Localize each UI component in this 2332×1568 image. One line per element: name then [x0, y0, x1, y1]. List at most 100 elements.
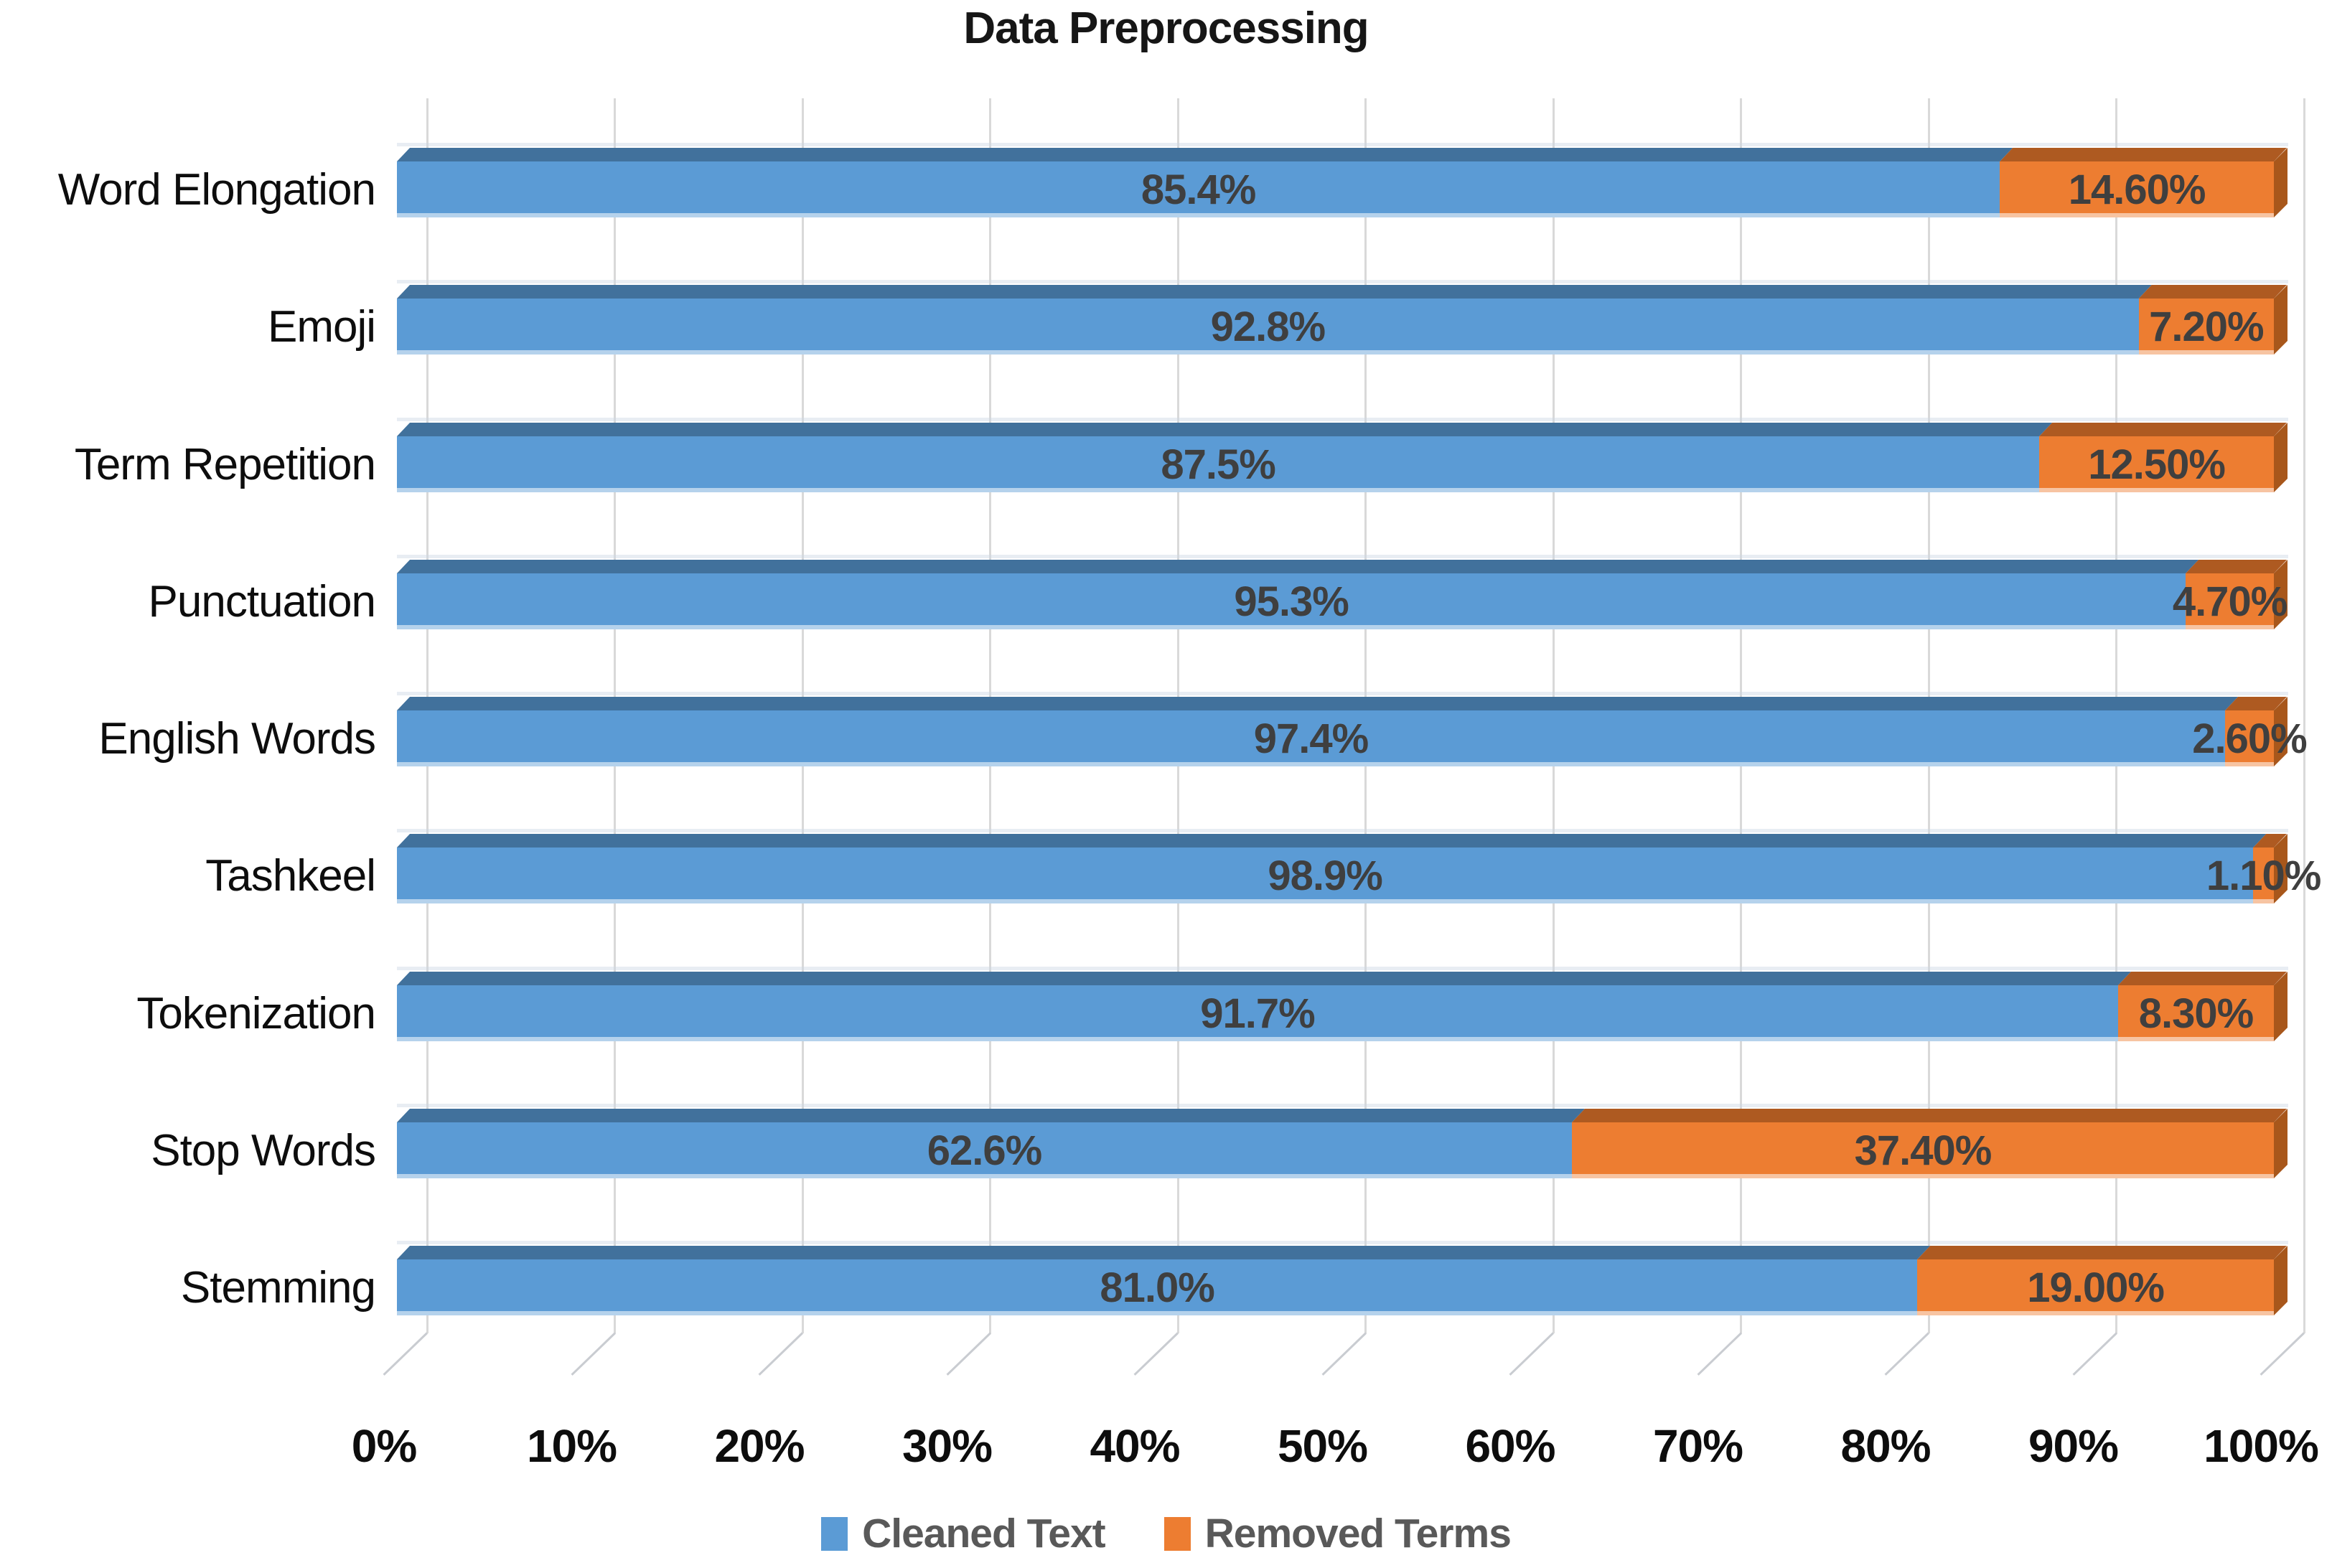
bar-value-label: 7.20% — [2149, 303, 2264, 350]
legend-item-cleaned-text: Cleaned Text — [821, 1510, 1106, 1557]
bar-top-bevel — [397, 423, 2052, 436]
axis-tick-line — [2260, 1332, 2305, 1376]
bar-top-bevel — [397, 285, 2152, 299]
bar-row: 95.3% 4.70% — [397, 573, 2287, 629]
axis-tick-line — [1509, 1332, 1555, 1376]
bar-segment-removed-terms: 4.70% — [2172, 573, 2287, 629]
bar-segment-cleaned-text: 62.6% — [397, 1122, 1572, 1178]
gridline — [2303, 98, 2305, 1333]
bar-top-bevel — [397, 1109, 1585, 1122]
bar-value-label: 92.8% — [1210, 303, 1326, 350]
bar-end-cap — [2274, 1246, 2287, 1315]
bar-segment-cleaned-text: 85.4% — [397, 161, 2000, 217]
bar-value-label: 97.4% — [1253, 715, 1369, 762]
bar-segment-removed-terms: 7.20% — [2138, 299, 2274, 355]
bar-row: 92.8% 7.20% — [397, 299, 2274, 355]
bar-end-cap — [2274, 834, 2287, 903]
bar-top-bevel — [397, 148, 2013, 161]
bar-row: 81.0% 19.00% — [397, 1259, 2274, 1315]
bar-value-label: 37.40% — [1854, 1127, 1992, 1174]
row-back-highlight — [397, 418, 2288, 421]
bar-segment-cleaned-text: 97.4% — [397, 710, 2225, 766]
axis-tick-line — [571, 1332, 616, 1376]
category-label: English Words — [98, 713, 376, 764]
bar-end-cap — [2274, 560, 2287, 629]
row-back-highlight — [397, 967, 2288, 970]
bar-top-bevel — [2118, 972, 2287, 985]
category-label: Emoji — [267, 301, 376, 352]
bar-segment-removed-terms: 2.60% — [2192, 710, 2308, 766]
legend-label-removed-terms: Removed Terms — [1204, 1511, 1512, 1557]
bar-segment-removed-terms: 37.40% — [1571, 1122, 2274, 1178]
bar-value-label: 62.6% — [927, 1127, 1042, 1174]
x-axis-label: 30% — [902, 1420, 993, 1472]
bar-segment-removed-terms: 12.50% — [2039, 436, 2274, 492]
axis-tick-line — [1321, 1332, 1367, 1376]
bar-value-label: 81.0% — [1100, 1264, 1214, 1311]
axis-tick-line — [2072, 1332, 2117, 1376]
axis-tick-line — [383, 1332, 429, 1376]
bar-segment-cleaned-text: 87.5% — [397, 436, 2039, 492]
category-label: Punctuation — [148, 576, 376, 626]
bar-end-cap — [2274, 972, 2287, 1041]
bar-value-label: 95.3% — [1234, 578, 1349, 625]
bar-segment-cleaned-text: 81.0% — [397, 1259, 1917, 1315]
row-back-highlight — [397, 829, 2288, 832]
bar-row: 91.7% 8.30% — [397, 985, 2274, 1041]
bar-value-label: 87.5% — [1161, 441, 1275, 488]
x-axis-label: 40% — [1090, 1420, 1180, 1472]
bar-end-cap — [2274, 285, 2287, 355]
row-back-highlight — [397, 143, 2288, 146]
legend-swatch-cleaned-text-icon — [821, 1516, 848, 1551]
legend-label-cleaned-text: Cleaned Text — [862, 1511, 1106, 1557]
bar-end-cap — [2274, 697, 2287, 766]
row-back-highlight — [397, 1241, 2288, 1244]
bar-top-bevel — [2000, 148, 2287, 161]
bar-value-label: 98.9% — [1268, 852, 1382, 899]
bar-end-cap — [2274, 1109, 2287, 1178]
x-axis-label: 90% — [2028, 1420, 2119, 1472]
x-axis-label: 80% — [1840, 1420, 1931, 1472]
bar-top-bevel — [1572, 1109, 2287, 1122]
x-axis-label: 10% — [526, 1420, 617, 1472]
x-axis-label: 100% — [2204, 1420, 2319, 1472]
legend-swatch-removed-terms-icon — [1163, 1516, 1191, 1551]
bar-segment-cleaned-text: 92.8% — [397, 299, 2139, 355]
bar-row: 62.6% 37.40% — [397, 1122, 2274, 1178]
legend-item-removed-terms: Removed Terms — [1163, 1510, 1512, 1557]
bar-top-bevel — [397, 972, 2131, 985]
bar-row: 97.4% 2.60% — [397, 710, 2308, 766]
x-axis-label: 60% — [1465, 1420, 1555, 1472]
bar-value-label: 4.70% — [2172, 578, 2287, 625]
bar-top-bevel — [397, 834, 2266, 848]
category-label: Tokenization — [136, 988, 376, 1038]
bar-value-label: 19.00% — [2027, 1264, 2165, 1311]
bar-value-label: 8.30% — [2138, 990, 2254, 1037]
bar-segment-removed-terms: 19.00% — [1917, 1259, 2274, 1315]
bar-value-label: 2.60% — [2192, 715, 2307, 762]
bar-segment-removed-terms: 1.10% — [2206, 848, 2321, 903]
bar-top-bevel — [397, 1246, 1930, 1259]
bar-top-bevel — [2039, 423, 2287, 436]
legend: Cleaned Text Removed Terms — [0, 1510, 2332, 1557]
chart-title: Data Preprocessing — [963, 4, 1369, 53]
bar-value-label: 14.60% — [2068, 166, 2206, 213]
bar-segment-removed-terms: 8.30% — [2117, 985, 2274, 1041]
x-axis-label: 0% — [351, 1420, 418, 1472]
bar-segment-cleaned-text: 91.7% — [397, 985, 2118, 1041]
bar-value-label: 85.4% — [1141, 166, 1256, 213]
category-label: Stop Words — [151, 1125, 376, 1175]
row-back-highlight — [397, 1104, 2288, 1107]
axis-tick-line — [1884, 1332, 1930, 1376]
row-back-highlight — [397, 555, 2288, 558]
bar-row: 87.5% 12.50% — [397, 436, 2274, 492]
bar-row: 98.9% 1.10% — [397, 848, 2321, 903]
bar-segment-removed-terms: 14.60% — [2000, 161, 2274, 217]
axis-tick-line — [946, 1332, 991, 1376]
category-label: Tashkeel — [205, 850, 376, 901]
x-axis-label: 20% — [714, 1420, 805, 1472]
bar-value-label: 1.10% — [2206, 852, 2321, 899]
bar-top-bevel — [2186, 560, 2287, 573]
